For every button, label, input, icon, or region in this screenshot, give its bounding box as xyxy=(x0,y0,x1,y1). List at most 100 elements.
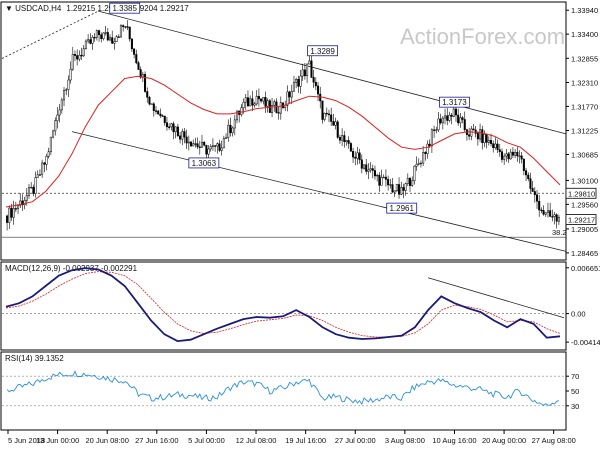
candle-body xyxy=(336,121,339,138)
candle-body xyxy=(198,146,201,148)
candle-body xyxy=(354,156,357,159)
price-tick-label: 1.30685 xyxy=(571,150,598,159)
candle-body xyxy=(479,129,482,140)
candle-body xyxy=(358,152,361,161)
candle-body xyxy=(325,112,328,115)
candle-body xyxy=(529,178,532,189)
candle-body xyxy=(19,200,22,206)
candle-body xyxy=(137,62,140,70)
candle-body xyxy=(260,98,263,102)
candle-body xyxy=(430,129,433,147)
candle-body xyxy=(192,143,195,147)
candle-body xyxy=(41,162,44,175)
candle-body xyxy=(461,117,464,120)
candle-body xyxy=(56,114,59,121)
candle-body xyxy=(522,158,525,171)
candle-body xyxy=(518,155,521,157)
candle-body xyxy=(63,90,66,101)
candle-body xyxy=(553,214,556,217)
candle-body xyxy=(446,115,449,121)
candle-body xyxy=(89,39,92,44)
candle-body xyxy=(444,115,447,119)
candle-body xyxy=(82,48,85,57)
candle-body xyxy=(174,126,177,133)
candle-body xyxy=(297,79,300,87)
candle-body xyxy=(295,79,298,83)
candle-body xyxy=(157,110,160,115)
candle-body xyxy=(246,97,249,107)
candle-body xyxy=(538,200,541,211)
candle-body xyxy=(356,152,359,159)
candle-body xyxy=(398,184,401,195)
price-tags: 1.29810 1.29217 xyxy=(565,187,597,225)
price-tick-label: 1.28465 xyxy=(571,249,598,258)
candle-body xyxy=(299,75,302,87)
candle-body xyxy=(373,170,376,177)
candle-body xyxy=(494,143,497,149)
candle-body xyxy=(492,143,495,149)
rsi-tick-label: 30 xyxy=(571,402,579,411)
price-tick-label: 1.31225 xyxy=(571,127,598,136)
candle-body xyxy=(281,102,285,108)
candle-body xyxy=(187,141,190,144)
channel-upper-line xyxy=(98,10,567,135)
candle-body xyxy=(25,195,28,201)
candle-body xyxy=(262,97,265,102)
macd-tick-label: -0.004145 xyxy=(571,338,600,347)
price-tick-label: 1.32855 xyxy=(571,54,598,63)
candle-body xyxy=(12,208,15,218)
macd-tick-label: 0.006651 xyxy=(571,264,600,273)
candle-body xyxy=(240,107,243,115)
candle-body xyxy=(133,48,136,55)
price-tick-label: 1.33400 xyxy=(571,30,598,39)
candle-body xyxy=(231,127,234,134)
time-tick-label: 27 Jul 00:00 xyxy=(335,436,376,445)
candle-body xyxy=(525,170,528,176)
candle-body xyxy=(544,212,547,215)
candle-body xyxy=(312,77,315,83)
candle-body xyxy=(279,102,282,114)
time-tick-label: 5 Jun 2018 xyxy=(8,436,45,445)
candle-body xyxy=(124,26,127,28)
candle-body xyxy=(463,119,466,130)
candle-body xyxy=(211,145,214,147)
candle-body xyxy=(332,121,335,126)
price-tick-label: 1.31770 xyxy=(571,102,598,111)
candle-body xyxy=(65,89,68,91)
candle-body xyxy=(45,156,48,165)
candle-body xyxy=(216,143,219,147)
candle-body xyxy=(27,187,31,196)
rsi-label: RSI(14) 39.1352 xyxy=(5,354,64,363)
candle-body xyxy=(108,37,112,41)
candle-body xyxy=(531,188,534,192)
candle-body xyxy=(235,110,239,121)
candle-body xyxy=(498,149,501,152)
candle-body xyxy=(549,210,552,217)
candle-body xyxy=(343,135,346,142)
candle-body xyxy=(292,82,295,92)
candle-body xyxy=(419,162,422,165)
candle-body xyxy=(511,151,514,156)
candle-body xyxy=(450,114,453,117)
candle-body xyxy=(367,169,370,172)
candle-body xyxy=(540,209,543,212)
candle-body xyxy=(244,97,247,103)
candle-body xyxy=(207,148,210,155)
channel-lower-line xyxy=(71,131,567,252)
annotation-box xyxy=(386,202,418,214)
candle-body xyxy=(507,153,510,160)
candle-body xyxy=(144,74,147,92)
candle-body xyxy=(424,152,427,154)
candle-body xyxy=(139,69,142,78)
candle-body xyxy=(266,100,269,107)
candle-body xyxy=(73,54,76,56)
candle-body xyxy=(483,133,486,143)
candle-body xyxy=(474,129,477,134)
candle-body xyxy=(264,97,267,107)
price-tick-label: 1.29560 xyxy=(571,200,598,209)
level-price-box xyxy=(565,187,597,199)
candle-body xyxy=(470,128,473,137)
